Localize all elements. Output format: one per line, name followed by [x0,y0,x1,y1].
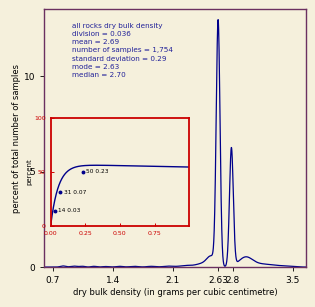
Y-axis label: percent of total number of samples: percent of total number of samples [12,64,21,213]
X-axis label: dry bulk density (in grams per cubic centimetre): dry bulk density (in grams per cubic cen… [72,288,277,297]
Text: all rocks dry bulk density
division = 0.036
mean = 2.69
number of samples = 1,75: all rocks dry bulk density division = 0.… [72,23,173,78]
